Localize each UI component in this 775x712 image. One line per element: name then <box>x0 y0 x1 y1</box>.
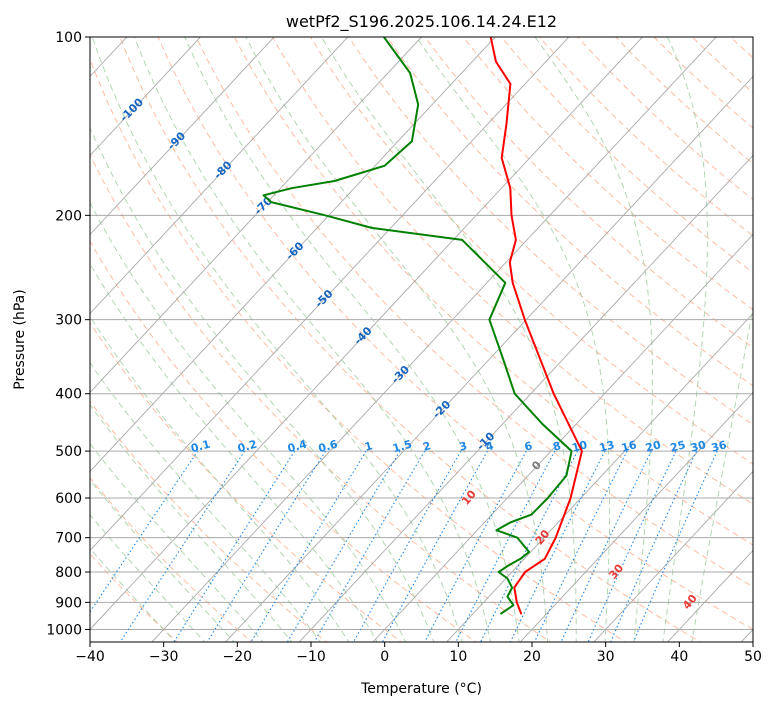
x-tick-label: 40 <box>670 649 688 665</box>
y-tick-label: 500 <box>55 444 82 460</box>
chart-title: wetPf2_S196.2025.106.14.24.E12 <box>286 12 557 32</box>
y-tick-label: 800 <box>55 565 82 581</box>
y-axis-label: Pressure (hPa) <box>12 289 28 389</box>
y-tick-label: 400 <box>55 387 82 403</box>
x-tick-label: 10 <box>449 649 467 665</box>
y-tick-label: 200 <box>55 208 82 224</box>
y-tick-label: 1000 <box>46 622 82 638</box>
x-axis-label: Temperature (°C) <box>360 681 482 697</box>
x-tick-label: 20 <box>523 649 541 665</box>
y-tick-label: 700 <box>55 531 82 547</box>
x-tick-label: 30 <box>597 649 615 665</box>
y-tick-label: 600 <box>55 491 82 507</box>
x-tick-label: 0 <box>380 649 389 665</box>
y-tick-label: 300 <box>55 313 82 329</box>
y-tick-label: 100 <box>55 30 82 46</box>
x-tick-label: −20 <box>223 649 253 665</box>
y-tick-label: 900 <box>55 595 82 611</box>
x-tick-label: −30 <box>149 649 179 665</box>
x-tick-label: 50 <box>744 649 762 665</box>
x-tick-label: −40 <box>75 649 105 665</box>
x-tick-label: −10 <box>296 649 326 665</box>
